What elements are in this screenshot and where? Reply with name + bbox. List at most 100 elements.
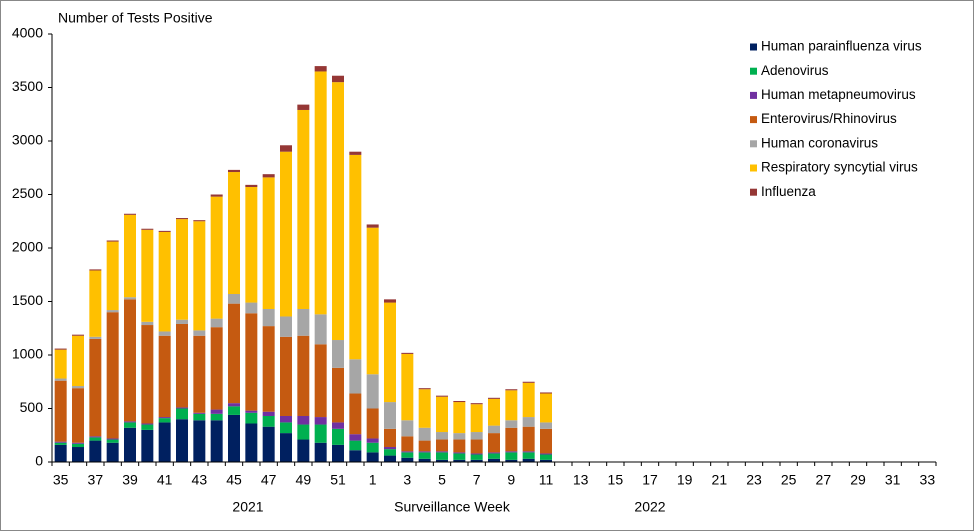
bar-segment (332, 75, 344, 83)
bar-segment (176, 408, 188, 420)
bar-segment (436, 452, 448, 460)
bar-segment (193, 330, 206, 336)
bar-segment (314, 417, 327, 425)
bar-segment (401, 420, 414, 437)
bar-segment (228, 406, 240, 415)
bar-segment (124, 299, 136, 422)
bar-segment (262, 326, 275, 412)
bar-segment (470, 439, 483, 454)
bar-segment (349, 450, 362, 462)
legend-label: Respiratory syncytial virus (761, 160, 918, 175)
bar-segment (453, 459, 466, 462)
x-tick-label: 23 (746, 472, 762, 488)
x-tick-label: 17 (642, 472, 658, 488)
bar-segment (297, 335, 310, 416)
bar-segment (332, 340, 344, 368)
x-tick-label: 41 (157, 472, 173, 488)
bar-segment (210, 196, 223, 319)
bar-segment (176, 218, 188, 220)
bar-segment (314, 71, 327, 315)
bar-segment (72, 335, 84, 387)
bar-segment (349, 440, 362, 451)
bar-segment (54, 380, 67, 442)
bar-segment (314, 314, 327, 345)
bar-segment (522, 451, 535, 453)
bar-segment (297, 109, 310, 309)
x-axis-label: Surveillance Week (394, 499, 511, 515)
bar-segment (540, 393, 552, 423)
bar-segment (280, 336, 292, 416)
bar-segment (210, 420, 223, 462)
y-tick-label: 3000 (12, 132, 43, 148)
bar-segment (384, 449, 396, 456)
bar-segment (349, 393, 362, 435)
bar-segment (470, 459, 483, 462)
bar-segment (54, 378, 67, 381)
bar-segment (280, 415, 292, 423)
y-tick-label: 500 (20, 399, 44, 415)
bar-segment (349, 434, 362, 441)
year-label: 2021 (232, 499, 263, 515)
bar-segment (418, 440, 431, 452)
bar-segment (262, 308, 275, 327)
x-tick-label: 21 (712, 472, 728, 488)
bar-segment (210, 327, 223, 410)
x-tick-label: 1 (369, 472, 377, 488)
bar-segment (488, 458, 500, 462)
bar-segment (384, 455, 396, 462)
bar-segment (488, 452, 500, 454)
bar-segment (141, 429, 154, 462)
bar-segment (366, 408, 379, 439)
bar-segment (176, 323, 188, 408)
bar-segment (401, 457, 414, 462)
bar-segment (141, 424, 154, 430)
bar-segment (418, 452, 431, 459)
bar-segment (366, 227, 379, 375)
bar-segment (89, 270, 102, 337)
bar-segment (262, 411, 275, 416)
y-tick-label: 2000 (12, 239, 43, 255)
x-tick-label: 51 (330, 472, 346, 488)
bar-segment (401, 452, 414, 458)
bar-segment (453, 433, 466, 440)
bar-segment (522, 417, 535, 427)
x-tick-label: 13 (573, 472, 589, 488)
x-tick-label: 29 (850, 472, 866, 488)
y-tick-label: 2500 (12, 185, 43, 201)
bar-segment (297, 415, 310, 425)
bar-segment (72, 386, 84, 389)
bar-segment (332, 367, 344, 423)
bar-segment (210, 413, 223, 421)
bar-segment (384, 299, 396, 303)
bar-segment (54, 444, 67, 462)
y-tick-label: 1500 (12, 292, 43, 308)
bar-segment (453, 401, 466, 403)
bar-segment (297, 424, 310, 440)
bar-segment (72, 334, 84, 336)
bar-segment (193, 412, 206, 414)
legend-swatch (750, 91, 757, 99)
bar-segment (522, 452, 535, 459)
x-tick-label: 49 (296, 472, 312, 488)
bar-segment (436, 451, 448, 453)
bar-segment (522, 382, 535, 418)
x-tick-label: 33 (920, 472, 936, 488)
x-tick-label: 9 (507, 472, 515, 488)
legend-label: Human coronavirus (761, 135, 878, 150)
bar-segment (158, 231, 171, 332)
bar-segment (522, 426, 535, 452)
bar-segment (141, 228, 154, 230)
legend-swatch (750, 164, 757, 172)
bar-segment (314, 424, 327, 443)
legend-swatch (750, 188, 757, 196)
bar-segment (124, 213, 136, 215)
bar-segment (505, 451, 518, 453)
bar-segment (505, 452, 518, 460)
bar-segment (366, 374, 379, 409)
bar-segment (193, 220, 206, 222)
bar-segment (453, 452, 466, 454)
bar-segment (470, 454, 483, 460)
bar-segment (124, 421, 136, 423)
bar-segment (366, 452, 379, 462)
